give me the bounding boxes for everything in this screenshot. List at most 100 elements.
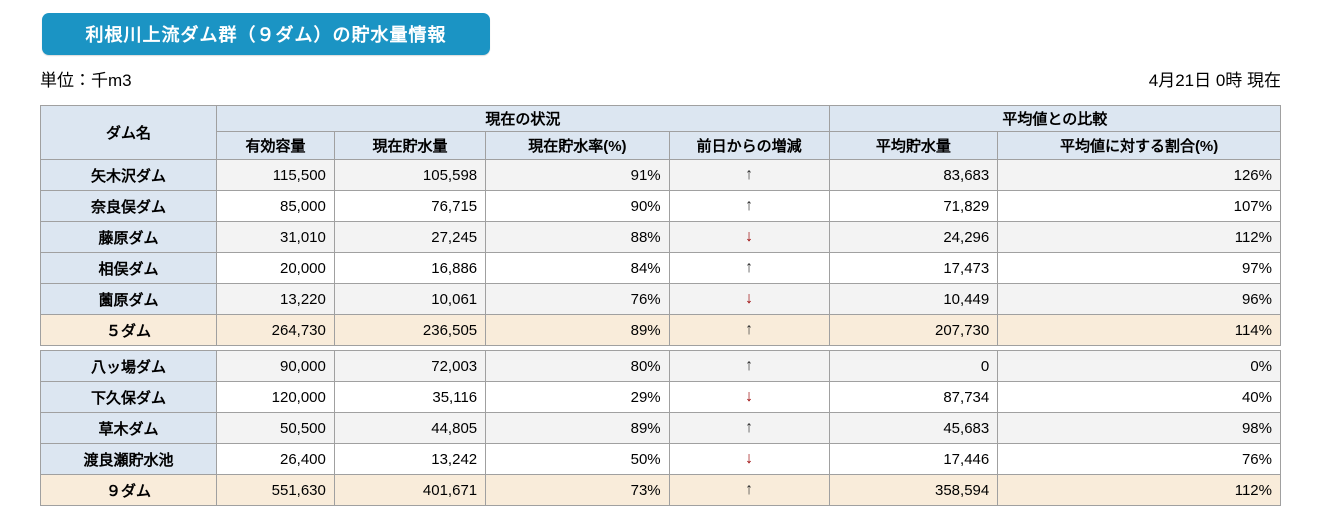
- trend-up-icon: ↑: [745, 481, 754, 498]
- current-storage-cell: 13,242: [333, 443, 487, 475]
- page-title: 利根川上流ダム群（９ダム）の貯水量情報: [42, 13, 490, 55]
- average-storage-cell: 83,683: [828, 159, 999, 191]
- table-row: 草木ダム 50,500 44,805 89% ↑ 45,683 98%: [39, 412, 1281, 444]
- trend-cell: ↑: [668, 314, 830, 346]
- average-storage-cell: 0: [828, 350, 999, 382]
- ratio-cell: 126%: [997, 159, 1281, 191]
- current-rate-cell: 76%: [485, 283, 670, 315]
- current-rate-cell: 88%: [485, 221, 670, 253]
- average-storage-cell: 17,446: [828, 443, 999, 475]
- page-title-text: 利根川上流ダム群（９ダム）の貯水量情報: [85, 25, 447, 45]
- trend-cell: ↑: [668, 159, 830, 191]
- trend-up-icon: ↑: [745, 259, 754, 276]
- datetime-label: 4月21日 0時 現在: [1148, 71, 1281, 90]
- meta-row: 単位：千m3 4月21日 0時 現在: [40, 66, 1281, 91]
- average-storage-cell: 45,683: [828, 412, 999, 444]
- trend-up-icon: ↑: [745, 197, 754, 214]
- column-header-average-storage: 平均貯水量: [828, 131, 999, 160]
- table-row: 藤原ダム 31,010 27,245 88% ↓ 24,296 112%: [39, 221, 1281, 253]
- ratio-cell: 107%: [997, 190, 1281, 222]
- column-header-current-storage: 現在貯水量: [333, 131, 487, 160]
- trend-cell: ↑: [668, 350, 830, 382]
- dam-name-cell: 矢木沢ダム: [39, 159, 218, 191]
- table-row: 奈良俣ダム 85,000 76,715 90% ↑ 71,829 107%: [39, 190, 1281, 222]
- trend-down-icon: ↓: [745, 228, 754, 245]
- current-rate-cell: 89%: [485, 412, 670, 444]
- trend-down-icon: ↓: [745, 388, 754, 405]
- trend-cell: ↓: [668, 221, 830, 253]
- trend-down-icon: ↓: [745, 450, 754, 467]
- table-row: 八ッ場ダム 90,000 72,003 80% ↑ 0 0%: [39, 350, 1281, 382]
- header-sub-row: 有効容量 現在貯水量 現在貯水率(%) 前日からの増減 平均貯水量 平均値に対す…: [41, 131, 1281, 160]
- current-storage-cell: 401,671: [333, 474, 487, 506]
- ratio-cell: 0%: [997, 350, 1281, 382]
- effective-capacity-cell: 26,400: [216, 443, 335, 475]
- column-header-effective-capacity: 有効容量: [216, 131, 335, 160]
- column-header-current-rate: 現在貯水率(%): [485, 131, 670, 160]
- average-storage-cell: 358,594: [828, 474, 999, 506]
- trend-cell: ↑: [668, 252, 830, 284]
- total-row: ９ダム 551,630 401,671 73% ↑ 358,594 112%: [39, 474, 1281, 506]
- trend-down-icon: ↓: [745, 290, 754, 307]
- current-storage-cell: 76,715: [333, 190, 487, 222]
- column-header-change-from-prev-day: 前日からの増減: [668, 131, 830, 160]
- ratio-cell: 76%: [997, 443, 1281, 475]
- average-storage-cell: 87,734: [828, 381, 999, 413]
- effective-capacity-cell: 85,000: [216, 190, 335, 222]
- average-storage-cell: 10,449: [828, 283, 999, 315]
- current-storage-cell: 16,886: [333, 252, 487, 284]
- trend-cell: ↑: [668, 474, 830, 506]
- section-gap: [40, 345, 1281, 351]
- effective-capacity-cell: 90,000: [216, 350, 335, 382]
- total-row: ５ダム 264,730 236,505 89% ↑ 207,730 114%: [39, 314, 1281, 346]
- dam-name-cell: ５ダム: [39, 314, 218, 346]
- trend-up-icon: ↑: [745, 321, 754, 338]
- table-row: 下久保ダム 120,000 35,116 29% ↓ 87,734 40%: [39, 381, 1281, 413]
- current-storage-cell: 105,598: [333, 159, 487, 191]
- current-rate-cell: 29%: [485, 381, 670, 413]
- trend-cell: ↓: [668, 283, 830, 315]
- current-storage-cell: 10,061: [333, 283, 487, 315]
- current-storage-cell: 236,505: [333, 314, 487, 346]
- current-storage-cell: 72,003: [333, 350, 487, 382]
- effective-capacity-cell: 13,220: [216, 283, 335, 315]
- current-storage-cell: 27,245: [333, 221, 487, 253]
- column-group-average-comparison: 平均値との比較: [828, 105, 1282, 132]
- effective-capacity-cell: 551,630: [216, 474, 335, 506]
- dam-name-cell: 渡良瀬貯水池: [39, 443, 218, 475]
- effective-capacity-cell: 31,010: [216, 221, 335, 253]
- column-header-dam-name: ダム名: [39, 105, 218, 160]
- dam-name-cell: 相俣ダム: [39, 252, 218, 284]
- dam-name-cell: ９ダム: [39, 474, 218, 506]
- ratio-cell: 98%: [997, 412, 1281, 444]
- ratio-cell: 96%: [997, 283, 1281, 315]
- unit-label: 単位：千m3: [40, 71, 132, 90]
- ratio-cell: 112%: [997, 474, 1281, 506]
- dam-name-cell: 八ッ場ダム: [39, 350, 218, 382]
- ratio-cell: 112%: [997, 221, 1281, 253]
- trend-cell: ↓: [668, 443, 830, 475]
- average-storage-cell: 24,296: [828, 221, 999, 253]
- current-rate-cell: 73%: [485, 474, 670, 506]
- average-storage-cell: 17,473: [828, 252, 999, 284]
- effective-capacity-cell: 120,000: [216, 381, 335, 413]
- dam-name-cell: 藤原ダム: [39, 221, 218, 253]
- current-storage-cell: 44,805: [333, 412, 487, 444]
- current-rate-cell: 84%: [485, 252, 670, 284]
- header-group-row: ダム名 現在の状況 平均値との比較: [39, 105, 1282, 160]
- effective-capacity-cell: 50,500: [216, 412, 335, 444]
- dam-name-cell: 草木ダム: [39, 412, 218, 444]
- section-gap-cell: [40, 345, 1281, 351]
- effective-capacity-cell: 115,500: [216, 159, 335, 191]
- dam-name-cell: 下久保ダム: [39, 381, 218, 413]
- current-rate-cell: 91%: [485, 159, 670, 191]
- effective-capacity-cell: 264,730: [216, 314, 335, 346]
- current-rate-cell: 80%: [485, 350, 670, 382]
- current-rate-cell: 90%: [485, 190, 670, 222]
- current-rate-cell: 89%: [485, 314, 670, 346]
- ratio-cell: 97%: [997, 252, 1281, 284]
- dam-name-cell: 奈良俣ダム: [39, 190, 218, 222]
- table-row: 矢木沢ダム 115,500 105,598 91% ↑ 83,683 126%: [39, 159, 1281, 191]
- effective-capacity-cell: 20,000: [216, 252, 335, 284]
- table-row: 薗原ダム 13,220 10,061 76% ↓ 10,449 96%: [39, 283, 1281, 315]
